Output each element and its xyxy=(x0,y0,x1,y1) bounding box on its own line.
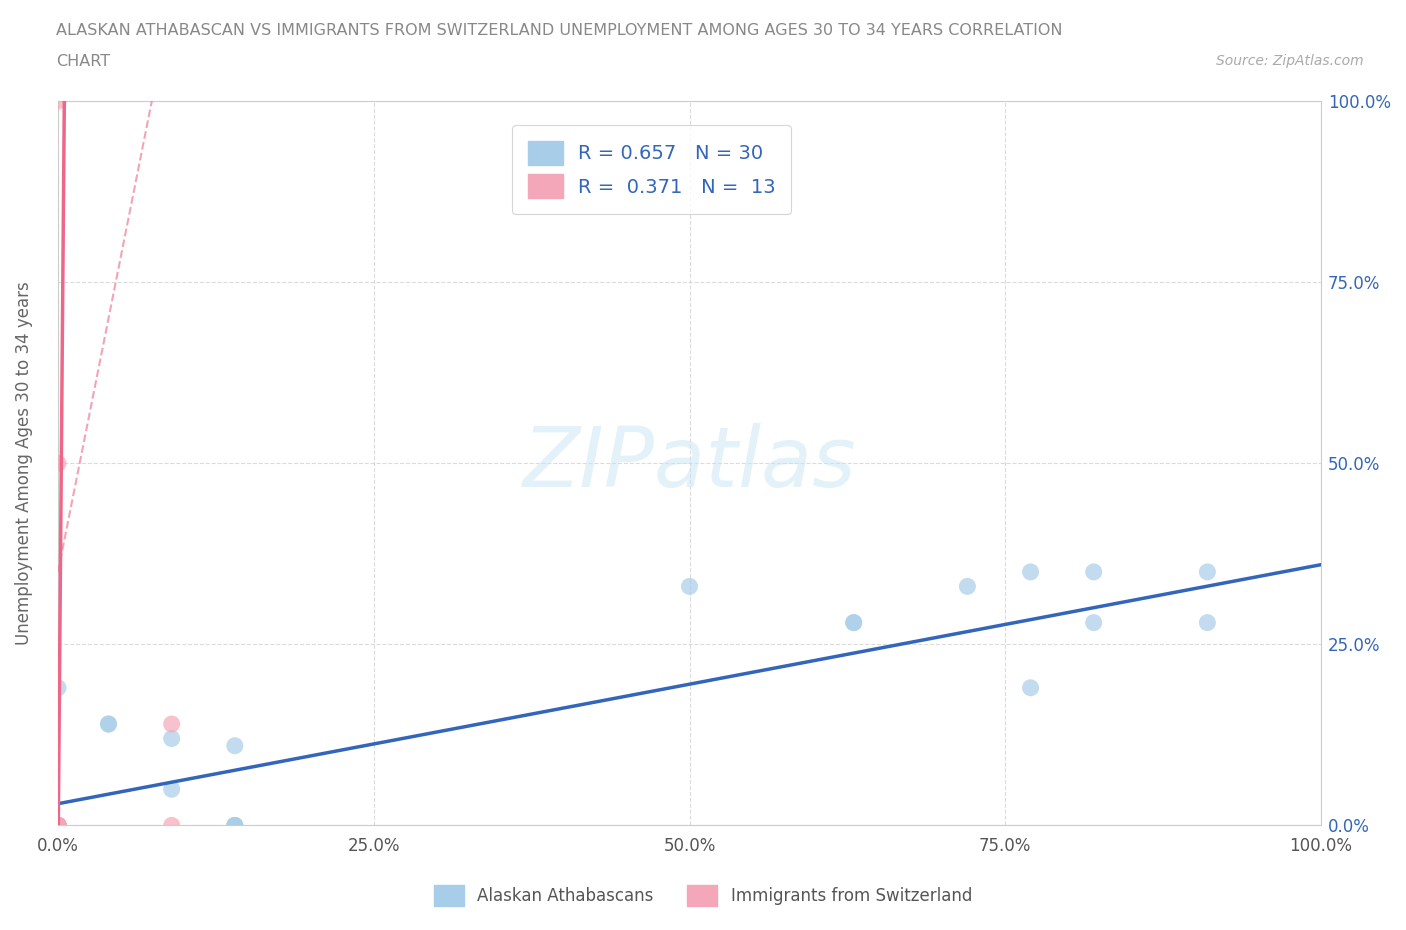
Point xyxy=(46,681,69,696)
Legend: R = 0.657   N = 30, R =  0.371   N =  13: R = 0.657 N = 30, R = 0.371 N = 13 xyxy=(512,126,792,214)
Point xyxy=(160,818,183,833)
Point xyxy=(842,615,865,630)
Point xyxy=(678,579,700,594)
Point xyxy=(46,818,69,833)
Point xyxy=(1019,565,1042,579)
Point xyxy=(97,717,120,732)
Point xyxy=(160,731,183,746)
Point xyxy=(46,818,69,833)
Point xyxy=(224,818,246,833)
Text: Source: ZipAtlas.com: Source: ZipAtlas.com xyxy=(1216,54,1364,68)
Point xyxy=(46,818,69,833)
Point xyxy=(46,818,69,833)
Point xyxy=(1197,565,1219,579)
Point xyxy=(46,818,69,833)
Y-axis label: Unemployment Among Ages 30 to 34 years: Unemployment Among Ages 30 to 34 years xyxy=(15,282,32,645)
Point xyxy=(46,818,69,833)
Point xyxy=(46,818,69,833)
Point xyxy=(1197,615,1219,630)
Point xyxy=(46,818,69,833)
Text: ALASKAN ATHABASCAN VS IMMIGRANTS FROM SWITZERLAND UNEMPLOYMENT AMONG AGES 30 TO : ALASKAN ATHABASCAN VS IMMIGRANTS FROM SW… xyxy=(56,23,1063,38)
Point xyxy=(46,818,69,833)
Point xyxy=(46,818,69,833)
Point xyxy=(224,818,246,833)
Point xyxy=(224,818,246,833)
Point xyxy=(46,818,69,833)
Point xyxy=(46,818,69,833)
Point xyxy=(46,456,69,471)
Legend: Alaskan Athabascans, Immigrants from Switzerland: Alaskan Athabascans, Immigrants from Swi… xyxy=(427,879,979,912)
Point xyxy=(956,579,979,594)
Point xyxy=(46,818,69,833)
Point xyxy=(46,818,69,833)
Point xyxy=(46,818,69,833)
Point xyxy=(46,818,69,833)
Text: CHART: CHART xyxy=(56,54,110,69)
Point xyxy=(1019,681,1042,696)
Point xyxy=(842,615,865,630)
Text: ZIPatlas: ZIPatlas xyxy=(523,423,856,504)
Point xyxy=(46,818,69,833)
Point xyxy=(160,717,183,732)
Point xyxy=(224,738,246,753)
Point xyxy=(46,818,69,833)
Point xyxy=(97,717,120,732)
Point xyxy=(1083,565,1105,579)
Point xyxy=(46,818,69,833)
Point xyxy=(160,782,183,797)
Point xyxy=(46,818,69,833)
Point xyxy=(1083,615,1105,630)
Point xyxy=(46,94,69,109)
